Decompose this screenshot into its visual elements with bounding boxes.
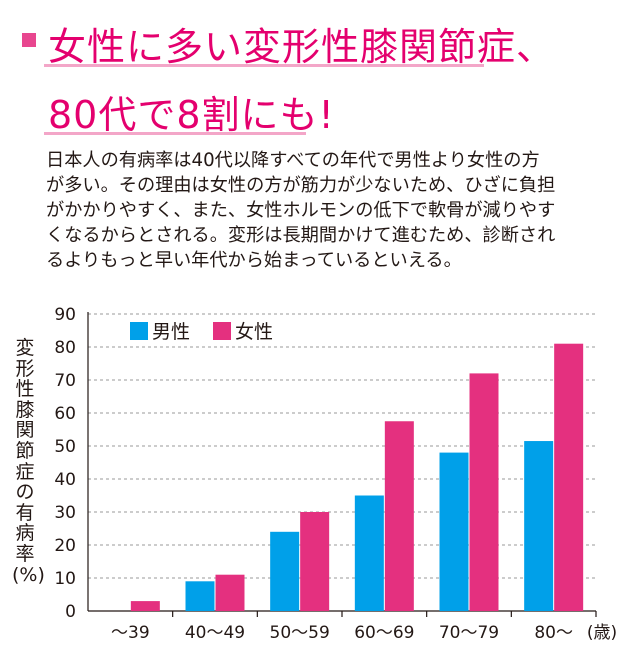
x-tick-label: 〜39 <box>111 623 150 643</box>
legend-swatch-female <box>213 322 231 340</box>
body-text: 日本人の有病率は40代以降すべての年代で男性より女性の方 が多い。その理由は女性… <box>46 150 556 271</box>
y-tick-label: 90 <box>54 305 76 325</box>
bar-male <box>270 531 300 611</box>
x-tick-label: 80〜 <box>534 623 573 643</box>
title-underline-1 <box>44 64 484 67</box>
x-tick-label: 60〜69 <box>354 623 414 643</box>
title-line-1: 女性に多い変形性膝関節症、 <box>48 25 556 69</box>
headline: 女性に多い変形性膝関節症、 80代で8割にも! <box>0 0 630 140</box>
y-tick-label: 10 <box>54 569 76 589</box>
legend-label-male: 男性 <box>152 321 190 343</box>
bar-female <box>384 421 414 611</box>
y-tick-label: 30 <box>54 503 76 523</box>
bar-female <box>215 574 245 611</box>
bar-female <box>469 373 499 611</box>
square-bullet-icon <box>22 33 36 47</box>
bar-female <box>130 601 160 611</box>
legend-swatch-male <box>130 322 148 340</box>
y-tick-label: 80 <box>54 338 76 358</box>
y-tick-label: 20 <box>54 536 76 556</box>
bar-male <box>524 441 554 611</box>
y-tick-label: 50 <box>54 437 76 457</box>
title-underline-2 <box>44 132 306 135</box>
title-line-2: 80代で8割にも! <box>48 93 335 137</box>
y-tick-label: 60 <box>54 404 76 424</box>
y-tick-label: 40 <box>54 470 76 490</box>
bar-male <box>439 452 469 611</box>
y-axis-label: 変形性膝関節症の有病率(%) <box>12 337 45 586</box>
x-tick-label: 70〜79 <box>439 623 499 643</box>
x-tick-label: 40〜49 <box>185 623 245 643</box>
bar-female <box>554 343 584 611</box>
bar-male <box>185 581 215 611</box>
x-tick-label: 50〜59 <box>270 623 330 643</box>
y-tick-label: 70 <box>54 371 76 391</box>
bar-female <box>300 512 330 611</box>
legend-label-female: 女性 <box>235 321 273 343</box>
x-axis-unit: (歳) <box>587 623 617 643</box>
y-tick-label: 0 <box>65 602 76 622</box>
bar-male <box>354 495 384 611</box>
